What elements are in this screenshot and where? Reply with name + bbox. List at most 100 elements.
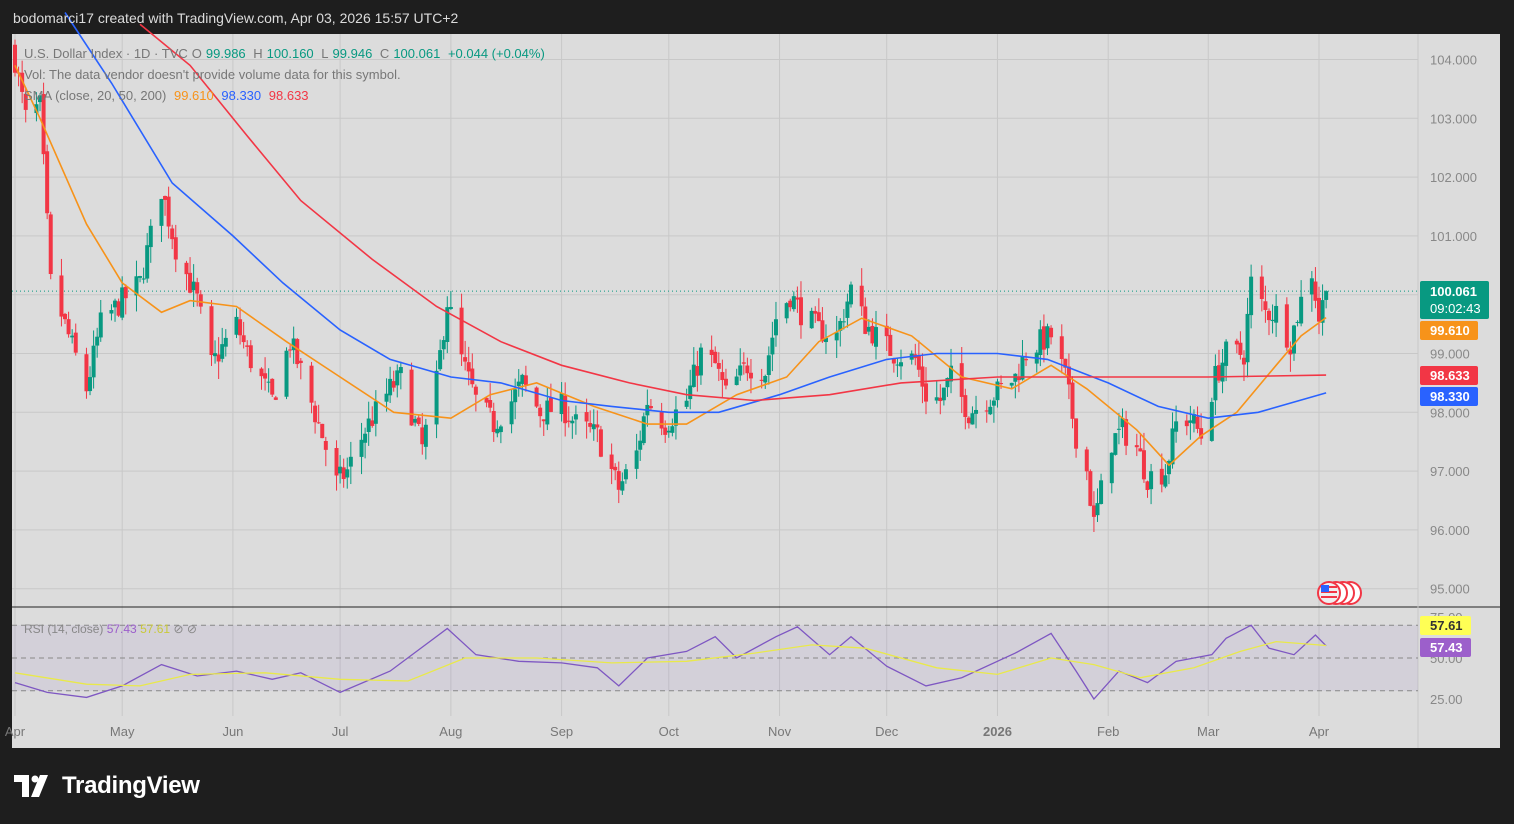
candle-body xyxy=(166,196,171,227)
candle-body xyxy=(38,95,43,103)
candle-body xyxy=(541,419,546,422)
candle-body xyxy=(370,420,375,426)
candle-body xyxy=(741,362,746,364)
candle-body xyxy=(520,374,525,384)
candle-body xyxy=(673,409,678,426)
candle-body xyxy=(1113,433,1118,455)
candle-body xyxy=(323,440,328,450)
candle-body xyxy=(41,94,46,155)
candle-body xyxy=(1059,336,1064,360)
x-tick-label: Sep xyxy=(550,724,573,739)
symbol-title: U.S. Dollar Index · 1D · TVC xyxy=(24,46,188,61)
candle-body xyxy=(434,370,439,425)
candle-body xyxy=(438,350,443,370)
candle-body xyxy=(1091,505,1096,517)
x-tick-label: Nov xyxy=(768,724,792,739)
candle-body xyxy=(1195,416,1200,429)
candle-body xyxy=(845,301,850,318)
candle-body xyxy=(173,237,178,260)
sma-legend: SMA (close, 20, 50, 200) 99.610 98.330 9… xyxy=(24,88,313,103)
x-tick-label: Dec xyxy=(875,724,899,739)
sma-label: SMA (close, 20, 50, 200) xyxy=(24,88,167,103)
candle-body xyxy=(773,319,778,336)
candle-body xyxy=(791,296,796,310)
candle-body xyxy=(1270,319,1275,322)
candle-body xyxy=(34,104,39,114)
candle-body xyxy=(145,245,150,279)
candle-body xyxy=(1263,301,1268,310)
candle-body xyxy=(284,350,289,397)
candle-body xyxy=(348,456,353,467)
candle-body xyxy=(1234,340,1239,345)
rsi-y-tick-label: 25.00 xyxy=(1430,692,1463,707)
candle-body xyxy=(563,395,568,424)
candle-body xyxy=(1170,428,1175,465)
candle-body xyxy=(1299,296,1304,324)
sma20-badge: 99.610 xyxy=(1420,321,1478,340)
us-flag-icon[interactable] xyxy=(1316,580,1364,606)
candle-body xyxy=(620,481,625,491)
candle-body xyxy=(623,469,628,480)
candle-body xyxy=(466,362,471,372)
candle-body xyxy=(273,397,278,400)
candle-body xyxy=(484,397,489,403)
candle-body xyxy=(670,426,675,433)
candle-body xyxy=(1188,420,1193,423)
candle-body xyxy=(298,360,303,363)
candle-body xyxy=(1141,450,1146,480)
candle-body xyxy=(538,407,543,417)
candle-body xyxy=(991,400,996,406)
candle-body xyxy=(73,332,78,353)
sma200-badge: 98.633 xyxy=(1420,366,1478,385)
x-tick-label: May xyxy=(110,724,135,739)
candle-body xyxy=(288,349,293,351)
candle-body xyxy=(373,401,378,424)
candle-body xyxy=(448,307,453,310)
candle-body xyxy=(899,362,904,367)
candle-body xyxy=(113,300,118,308)
candle-body xyxy=(1291,325,1296,354)
candle-body xyxy=(841,321,846,323)
candle-body xyxy=(266,381,271,383)
candle-body xyxy=(813,311,818,314)
x-tick-label: Apr xyxy=(1309,724,1330,739)
x-tick-label: Apr xyxy=(5,724,26,739)
candle-body xyxy=(963,395,968,418)
candle-body xyxy=(320,423,325,439)
x-tick-label: Jun xyxy=(222,724,243,739)
candle-body xyxy=(1070,382,1075,419)
candle-body xyxy=(1288,349,1293,355)
candle-body xyxy=(938,397,943,402)
candle-body xyxy=(870,325,875,344)
candle-body xyxy=(388,378,393,396)
y-tick-label: 102.000 xyxy=(1430,170,1477,185)
candle-body xyxy=(241,335,246,343)
candle-body xyxy=(916,355,921,370)
candle-body xyxy=(1209,401,1214,441)
candle-body xyxy=(141,278,146,280)
candle-body xyxy=(495,428,500,434)
candle-body xyxy=(934,397,939,401)
candle-body xyxy=(770,337,775,355)
candle-body xyxy=(570,420,575,424)
y-tick-label: 103.000 xyxy=(1430,111,1477,126)
candle-body xyxy=(109,310,114,314)
candle-body xyxy=(1259,276,1264,299)
x-tick-label: Aug xyxy=(439,724,462,739)
tradingview-logo[interactable]: TradingView xyxy=(14,772,200,800)
candle-body xyxy=(1224,341,1229,366)
candle-body xyxy=(945,377,950,388)
candle-body xyxy=(413,418,418,423)
candle-body xyxy=(1016,376,1021,381)
open-value: 99.986 xyxy=(205,46,246,61)
candle-body xyxy=(1145,481,1150,490)
candle-body xyxy=(713,351,718,364)
candle-body xyxy=(238,319,243,336)
candle-body xyxy=(566,420,571,422)
low-value: 99.946 xyxy=(332,46,373,61)
candle-body xyxy=(1041,326,1046,350)
candle-body xyxy=(1163,475,1168,487)
candle-body xyxy=(1099,480,1104,504)
candle-body xyxy=(1049,327,1054,338)
